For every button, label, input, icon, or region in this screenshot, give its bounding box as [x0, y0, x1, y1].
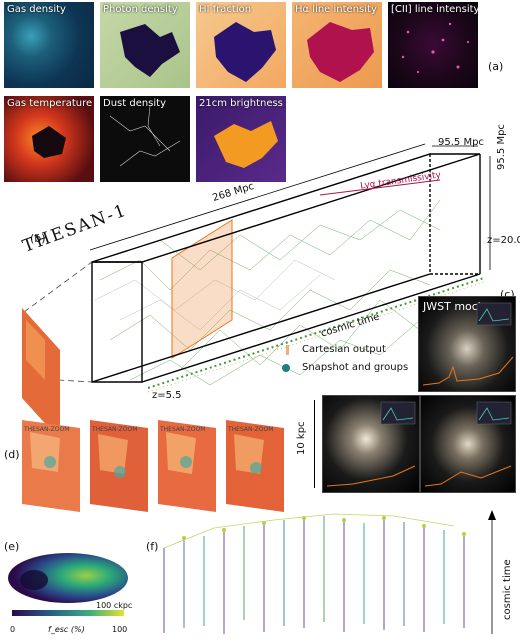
filament-network — [99, 199, 441, 386]
panel-d-letter: (d) — [4, 448, 20, 461]
map-dust-density: Dust density — [100, 96, 190, 182]
tree-branches — [163, 516, 465, 634]
redshift-low-label: z=5.5 — [152, 390, 182, 401]
spectrum-curve — [422, 302, 514, 386]
lya-transmissivity-line — [319, 179, 441, 196]
spectrum-curve — [326, 401, 416, 487]
time-arrow-head — [488, 510, 496, 520]
zoom-slices — [22, 420, 284, 512]
jwst-mock-label: JWST mock — [423, 300, 485, 313]
panel-a-letter: (a) — [488, 60, 504, 73]
sky-map-scale-label: 100 ckpc — [96, 601, 133, 610]
map-cii-intensity: [CII] line intensity — [388, 2, 478, 88]
map-label: Dust density — [103, 98, 167, 109]
cartesian-track — [147, 281, 485, 393]
redshift-high-label: z=20.0 — [487, 235, 520, 246]
map-label: Gas density — [7, 4, 66, 15]
legend-snapshot-groups: Snapshot and groups — [302, 362, 409, 373]
map-21cm-brightness: 21cm brightness temperature — [196, 96, 286, 182]
scale-bar-10kpc — [314, 400, 315, 488]
map-gas-density: Gas density — [4, 2, 94, 88]
merger-tree-axis-label: cosmic time — [502, 559, 513, 620]
zoom-slice-2 — [90, 420, 148, 512]
box-frame — [91, 153, 481, 383]
jwst-mock-main: JWST mock — [418, 296, 516, 392]
dust-filaments — [109, 105, 181, 167]
gray-filaments — [94, 259, 336, 331]
zoom-stamp-4: THESAN-ZOOM — [228, 426, 274, 433]
spectrum-curve — [424, 401, 512, 487]
map-label: HI fraction — [199, 4, 252, 15]
map-hi-fraction: HI fraction — [196, 2, 286, 88]
jwst-mock-right — [420, 395, 516, 493]
dimension-arrows — [89, 143, 491, 270]
temperature-blob-shape — [32, 126, 66, 158]
map-photon-density: Photon density — [100, 2, 190, 88]
cii-speckles — [401, 22, 470, 74]
map-label: Hα line intensity — [295, 4, 377, 15]
cartesian-slice-plane — [171, 219, 233, 359]
projection-lines — [23, 261, 93, 383]
map-label: Photon density — [103, 4, 178, 15]
map-label: [CII] line intensity — [391, 4, 478, 15]
map-label: Gas temperature — [7, 98, 93, 109]
hi-blob-shape — [214, 22, 276, 82]
zoom-stamp-2: THESAN-ZOOM — [92, 426, 138, 433]
snapshot-marker — [282, 364, 290, 372]
halpha-blob-shape — [307, 22, 374, 82]
legend-cartesian-output: Cartesian output — [302, 344, 386, 355]
21cm-blob-shape — [214, 121, 278, 168]
map-gas-temperature: Gas temperature — [4, 96, 94, 182]
cartesian-output-marker — [286, 345, 289, 355]
zoom-stamp-3: THESAN-ZOOM — [160, 426, 206, 433]
panel-e-letter: (e) — [4, 540, 20, 553]
panel-b-letter: (b) — [30, 232, 46, 245]
map-halpha-intensity: Hα line intensity — [292, 2, 382, 88]
snapshot-track — [147, 277, 485, 389]
box-width-label: 95.5 Mpc — [438, 137, 484, 148]
zoom-slice-4 — [226, 420, 284, 512]
simulation-box-diagram — [22, 143, 491, 440]
tree-envelope — [163, 513, 455, 549]
merger-tree-plot — [163, 510, 496, 634]
zoom-slice-1 — [22, 420, 80, 512]
photon-blob-shape — [120, 24, 180, 77]
mollweide-sky-map — [8, 553, 128, 616]
panel-f-letter: (f) — [146, 540, 159, 553]
map-label: 21cm brightness temperature — [199, 98, 286, 109]
colorbar-max: 100 — [112, 625, 128, 634]
colorbar-min: 0 — [10, 625, 16, 634]
zoom-slice-3 — [158, 420, 216, 512]
box-height-label: 95.5 Mpc — [496, 124, 507, 170]
zoom-stamp-1: THESAN-ZOOM — [24, 426, 70, 433]
colorbar — [12, 610, 124, 616]
jwst-mock-left — [322, 395, 420, 493]
colorbar-label: f_esc (%) — [48, 625, 85, 634]
